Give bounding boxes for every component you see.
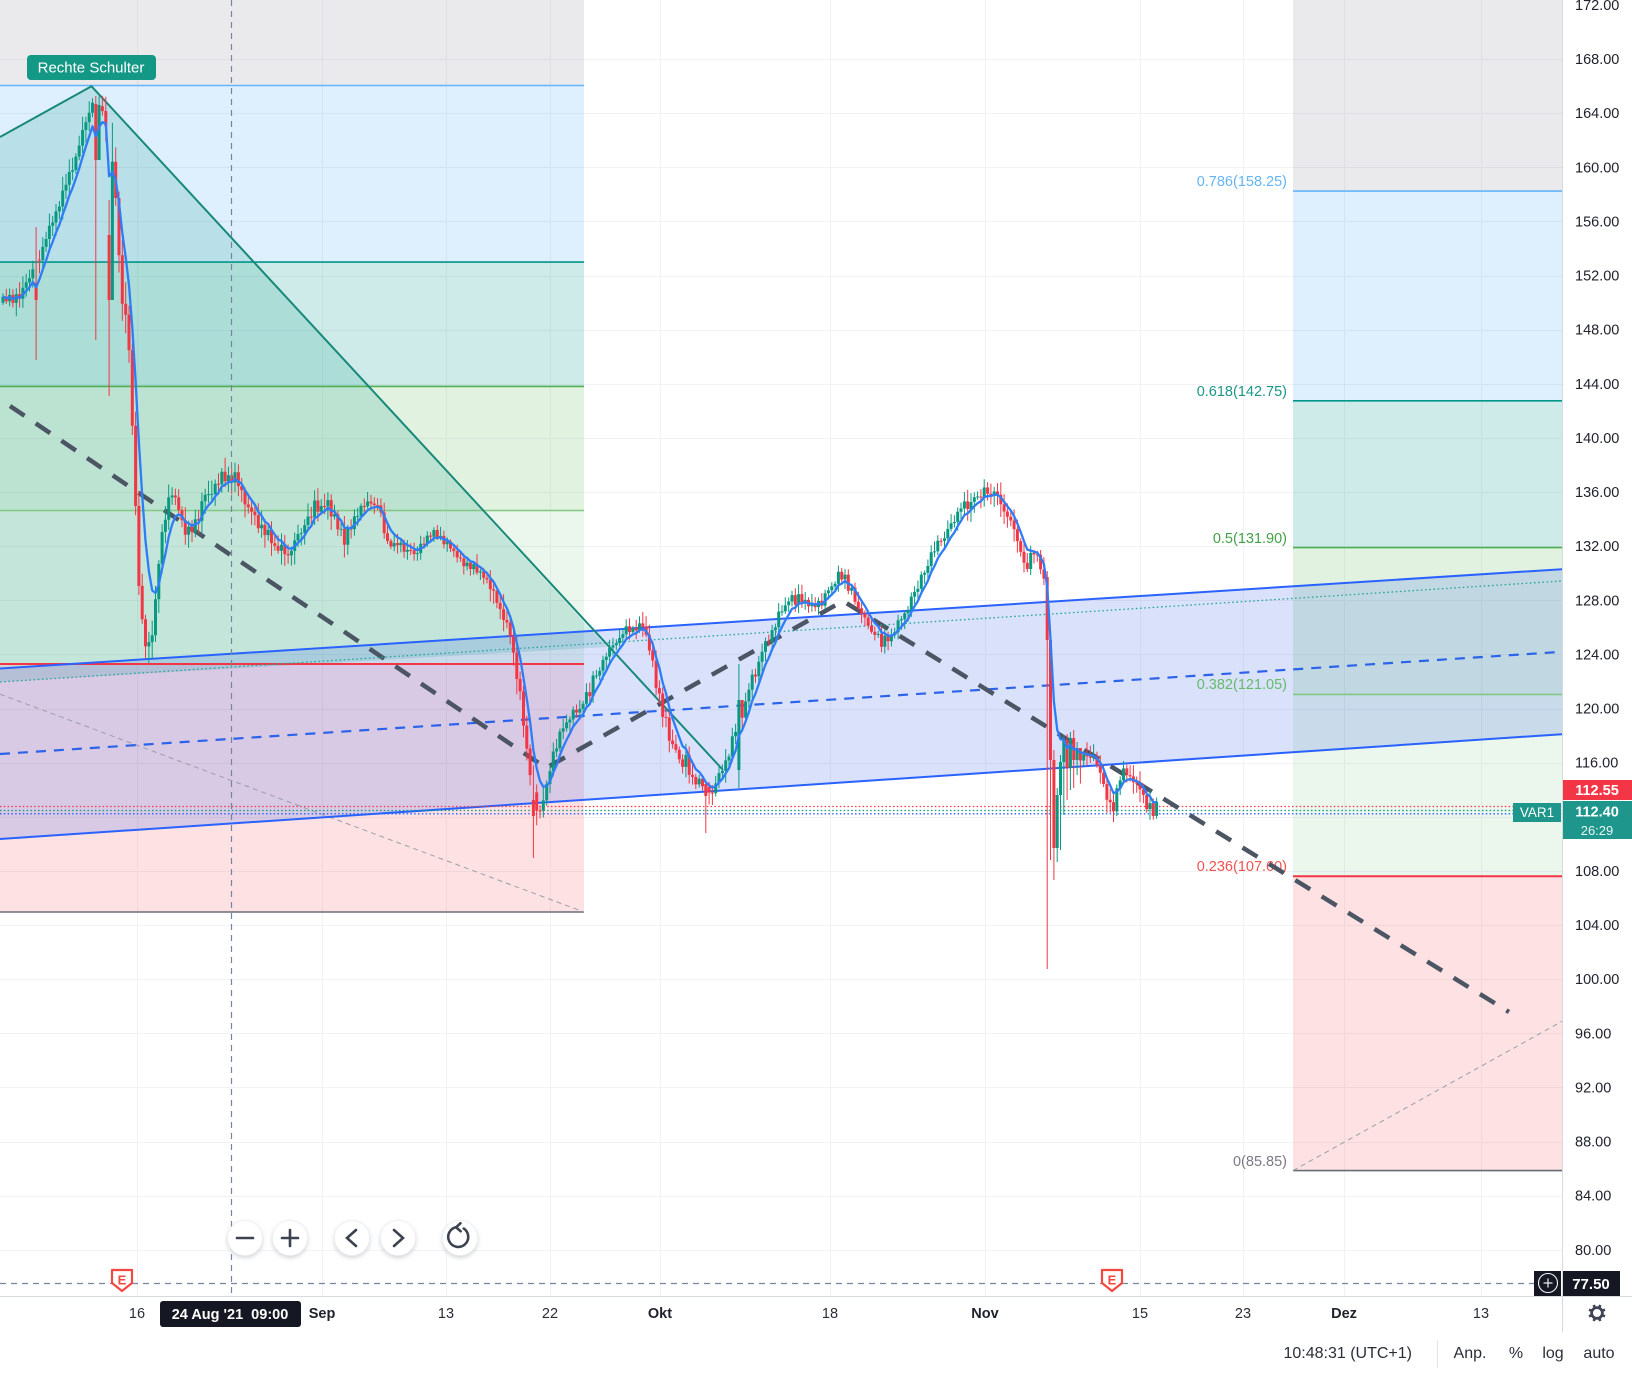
svg-text:23: 23 [1235,1306,1251,1322]
svg-text:18: 18 [822,1306,838,1322]
svg-text:Okt: Okt [648,1306,672,1322]
svg-text:0.5(131.90): 0.5(131.90) [1213,531,1287,547]
svg-text:Nov: Nov [971,1306,998,1322]
svg-text:124.00: 124.00 [1575,647,1619,663]
svg-text:84.00: 84.00 [1575,1189,1611,1205]
svg-text:152.00: 152.00 [1575,269,1619,285]
svg-text:log: log [1542,1345,1563,1362]
svg-text:Anp.: Anp. [1454,1345,1487,1362]
svg-text:E: E [118,1273,127,1288]
svg-text:172.00: 172.00 [1575,0,1619,14]
svg-text:0.236(107.60): 0.236(107.60) [1197,859,1287,875]
svg-text:160.00: 160.00 [1575,160,1619,176]
svg-text:0.382(121.05): 0.382(121.05) [1197,677,1287,693]
svg-text:168.00: 168.00 [1575,52,1619,68]
svg-text:10:48:31 (UTC+1): 10:48:31 (UTC+1) [1283,1345,1412,1362]
svg-text:auto: auto [1583,1345,1614,1362]
svg-text:%: % [1509,1345,1523,1362]
svg-text:Sep: Sep [309,1306,336,1322]
svg-text:148.00: 148.00 [1575,323,1619,339]
svg-text:77.50: 77.50 [1572,1276,1610,1293]
svg-text:22: 22 [542,1306,558,1322]
svg-text:100.00: 100.00 [1575,972,1619,988]
svg-text:96.00: 96.00 [1575,1026,1611,1042]
svg-text:26:29: 26:29 [1581,823,1614,838]
svg-text:120.00: 120.00 [1575,702,1619,718]
svg-text:140.00: 140.00 [1575,431,1619,447]
svg-text:88.00: 88.00 [1575,1135,1611,1151]
svg-text:104.00: 104.00 [1575,918,1619,934]
svg-text:Rechte Schulter: Rechte Schulter [38,60,145,77]
svg-text:164.00: 164.00 [1575,106,1619,122]
svg-text:108.00: 108.00 [1575,864,1619,880]
svg-text:132.00: 132.00 [1575,539,1619,555]
svg-text:24 Aug '21 09:00: 24 Aug '21 09:00 [172,1307,289,1323]
svg-text:13: 13 [438,1306,454,1322]
svg-text:112.55: 112.55 [1575,783,1619,799]
svg-text:92.00: 92.00 [1575,1080,1611,1096]
svg-text:116.00: 116.00 [1575,756,1618,772]
svg-text:13: 13 [1473,1306,1489,1322]
svg-text:16: 16 [129,1306,145,1322]
svg-text:0(85.85): 0(85.85) [1233,1154,1287,1170]
svg-text:0.786(158.25): 0.786(158.25) [1197,174,1287,190]
svg-text:128.00: 128.00 [1575,593,1619,609]
svg-text:112.40: 112.40 [1575,805,1619,821]
svg-text:0.618(142.75): 0.618(142.75) [1197,384,1287,400]
svg-text:156.00: 156.00 [1575,215,1619,231]
svg-text:80.00: 80.00 [1575,1243,1611,1259]
svg-text:136.00: 136.00 [1575,485,1619,501]
svg-text:VAR1: VAR1 [1520,805,1554,820]
svg-text:E: E [1108,1273,1117,1288]
svg-text:15: 15 [1132,1306,1148,1322]
svg-text:Dez: Dez [1331,1306,1357,1322]
svg-text:144.00: 144.00 [1575,377,1619,393]
